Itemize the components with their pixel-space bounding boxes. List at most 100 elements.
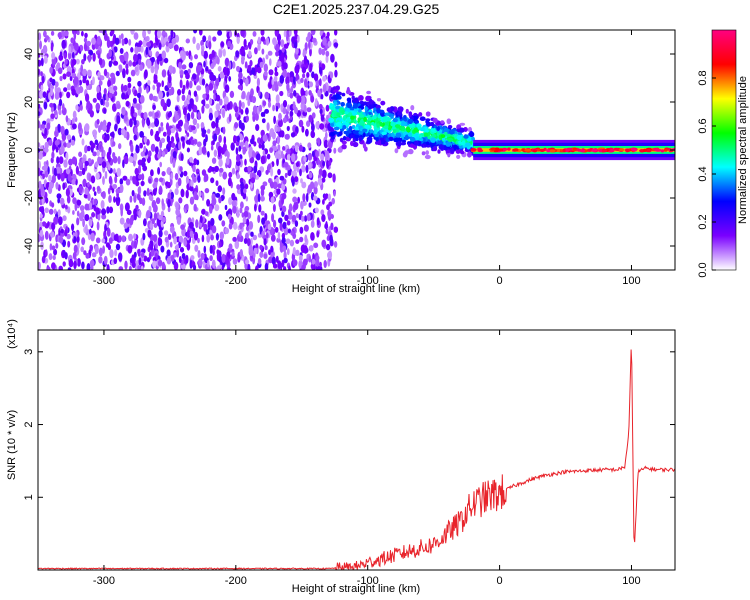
spectrogram-cell <box>306 120 311 127</box>
spectrogram-cell <box>321 214 326 223</box>
colorbar: 0.0 0.2 0.4 0.6 0.8 Normalized spectral ampl… <box>697 29 749 278</box>
spectrogram-cell <box>147 229 152 238</box>
spectrogram-cell <box>143 190 147 197</box>
spectrogram-cell <box>122 175 128 181</box>
spectrogram-cell <box>394 148 399 154</box>
spectrogram-cell <box>139 64 144 71</box>
spectrogram-cell <box>54 81 59 88</box>
spectrogram-cell <box>319 261 322 268</box>
spectrogram-cell <box>185 175 190 185</box>
spectrogram-cell <box>76 199 82 206</box>
spectrogram-cell <box>257 43 261 51</box>
spectrogram-cell <box>242 76 246 83</box>
spectrogram-cell <box>317 89 321 97</box>
spectrogram-cell <box>247 238 251 247</box>
spectrogram-cell <box>238 71 243 80</box>
spectrogram-cell <box>431 133 437 138</box>
spectrogram-cell <box>201 78 206 86</box>
spectrogram-cell <box>115 70 120 77</box>
spectrogram-cell <box>59 51 63 57</box>
spectrogram-cell <box>180 188 185 198</box>
spectrogram-cell <box>63 87 68 92</box>
spectrogram-cell <box>459 122 466 126</box>
spectrogram-cell <box>239 207 243 214</box>
spectrogram-cell <box>231 61 236 69</box>
spectrogram-cell <box>453 144 457 151</box>
spectrogram-cell <box>221 220 226 227</box>
spectrogram-cell <box>286 34 289 41</box>
spectrogram-cell <box>125 178 131 186</box>
spectrogram-cell <box>397 106 404 112</box>
spectrogram-cell <box>201 146 207 155</box>
spectrogram-cell <box>322 83 327 93</box>
spectrogram-cell <box>215 180 219 187</box>
spectrogram-cell <box>211 157 217 164</box>
spectrogram-cell <box>368 111 372 116</box>
spectrogram-cell <box>251 96 257 104</box>
spectrogram-cell <box>397 140 402 147</box>
spectrogram-cell <box>306 107 312 113</box>
spectrogram-cell <box>100 146 104 153</box>
spectrogram-cell <box>52 255 56 261</box>
spectrogram-cell <box>97 71 101 78</box>
spectrogram-cell <box>131 261 136 269</box>
spectrogram-cell <box>98 30 104 33</box>
spectrogram-cell <box>127 245 133 254</box>
spectrogram-cell <box>425 150 430 156</box>
spectrogram-cell <box>349 134 354 139</box>
spectrogram-cell <box>98 247 103 257</box>
spectrogram-cell <box>408 111 413 118</box>
spectrogram-cell <box>134 66 139 73</box>
spectrogram-cell <box>186 112 191 122</box>
spectrogram-cell <box>219 98 223 106</box>
spectrogram-cell <box>161 171 166 177</box>
spectrogram-cell <box>202 98 206 107</box>
spectrogram-cell <box>353 97 359 104</box>
spectrogram-cell <box>266 153 271 160</box>
spectrogram-cell <box>448 129 455 135</box>
spectrogram-cell <box>208 112 213 121</box>
spectrogram-cell <box>172 158 176 168</box>
spectrogram-cell <box>133 233 137 240</box>
spectrogram-cell <box>107 153 111 163</box>
spectrogram-cell <box>234 112 239 118</box>
spectrogram-cell <box>106 39 111 49</box>
carrier-peak <box>546 149 551 153</box>
figure-title: C2E1.2025.237.04.29.G25 <box>273 1 440 17</box>
spectrogram-cell <box>80 246 84 253</box>
spectrogram-cell <box>421 151 426 156</box>
spectrogram-cell <box>282 107 287 115</box>
spectrogram-cell <box>275 105 279 112</box>
spectrogram-cell <box>62 239 66 248</box>
spectrogram-cell <box>222 187 226 196</box>
spectrogram-cell <box>38 180 42 189</box>
spectrogram-cell <box>423 132 429 138</box>
spectrogram-cell <box>175 131 179 140</box>
spectrogram-cell <box>268 177 272 184</box>
spectrogram-cell <box>313 73 319 81</box>
spectrogram-cell <box>75 58 80 65</box>
spectrogram-cell <box>92 151 97 157</box>
spectrogram-cell <box>127 87 131 96</box>
spectrogram-cell <box>108 92 113 99</box>
spectrogram-cell <box>181 51 186 61</box>
spectrogram-cell <box>166 134 171 143</box>
spectrogram-cell <box>62 215 67 222</box>
spectrogram-cell <box>158 42 162 50</box>
spectrogram-cell <box>78 185 83 194</box>
spectrogram-cell <box>155 37 159 46</box>
spectrogram-cell <box>213 93 216 101</box>
spectrogram-cell <box>326 31 330 38</box>
spectrogram-cell <box>295 47 299 55</box>
spectrogram-cell <box>153 204 158 213</box>
spectrogram-cell <box>113 234 117 241</box>
spectrogram-cell <box>335 93 340 99</box>
spectrogram-cell <box>277 144 281 151</box>
spectrogram-cell <box>62 261 66 267</box>
spectrogram-cell <box>241 212 245 218</box>
spectrogram-cell <box>200 122 205 129</box>
spectrogram-cell <box>192 164 196 173</box>
spectrogram-cell <box>320 209 325 216</box>
spectrogram-cell <box>364 124 371 129</box>
spectrogram-cell <box>256 77 260 87</box>
